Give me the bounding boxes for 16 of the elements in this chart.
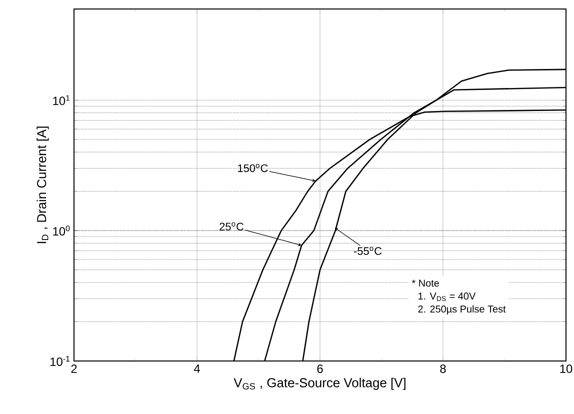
annotation: 25$^{o}$C [220,222,244,230]
annotation: 1. V$_{DS}$ = 40V [418,292,476,302]
x-tick-label: 10 [560,364,572,373]
x-tick-label: 2 [71,364,77,373]
x-axis-title: V$_{GS}$ , Gate-Source Voltage [V] [234,378,406,390]
y-tick-label: 10$^{0}$ [53,226,70,236]
annotation: 2. 250µs Pulse Test [418,305,506,315]
x-tick-label: 8 [440,364,446,373]
x-tick-label: 4 [194,364,200,373]
annotation: 150$^{o}$C [238,164,268,172]
annotation: * Note [412,280,439,287]
annotation: -55$^{o}$C [354,246,382,255]
y-axis-title: I$_{D}$ , Drain Current [A] [36,126,49,244]
y-tick-label: 10$^{-1}$ [50,356,70,366]
y-tick-label: 10$^{1}$ [53,95,70,106]
x-tick-label: 6 [317,364,323,373]
